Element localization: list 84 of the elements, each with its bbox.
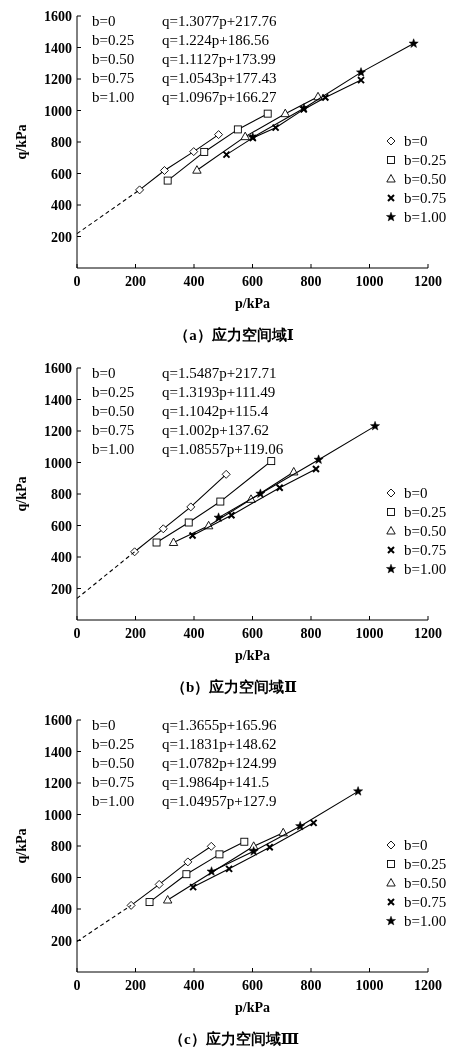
x-tick-label: 0 [73, 626, 81, 641]
y-tick-label: 1400 [44, 744, 72, 760]
legend-label: b=0.75 [404, 190, 447, 206]
legend-label: b=1.00 [404, 561, 447, 577]
x-tick-label: 1200 [414, 274, 442, 289]
y-tick-label: 1400 [44, 392, 72, 408]
legend-label: b=0.50 [404, 875, 447, 891]
y-tick-label: 400 [51, 550, 72, 565]
legend-label: b=1.00 [404, 209, 447, 225]
x-tick-label: 800 [300, 626, 322, 641]
y-tick-label: 600 [51, 518, 72, 534]
y-tick-label: 400 [51, 198, 72, 213]
y-tick-label: 1000 [44, 807, 72, 823]
x-tick-label: 400 [183, 626, 205, 641]
y-tick-label: 600 [51, 166, 72, 182]
legend-label: b=0.50 [404, 171, 447, 187]
y-axis-title: q/kPa [14, 124, 29, 160]
text: b=1.00 q=1.0967p+166.27 [92, 89, 277, 105]
y-tick-label: 1600 [44, 361, 72, 376]
y-tick-label: 1000 [44, 103, 72, 119]
legend-label: b=0 [404, 485, 428, 501]
x-tick-label: 1000 [355, 274, 384, 289]
legend-label: b=0 [404, 837, 428, 853]
x-tick-label: 200 [125, 274, 146, 289]
text: b=0 q=1.3655p+165.96 [92, 717, 277, 733]
y-tick-label: 200 [51, 933, 72, 949]
y-tick-label: 1400 [44, 40, 72, 56]
y-tick-label: 1600 [44, 9, 72, 24]
x-tick-label: 1000 [355, 626, 384, 641]
x-tick-label: 600 [242, 626, 263, 641]
y-axis-title: q/kPa [14, 476, 29, 512]
x-tick-label: 200 [125, 626, 146, 641]
y-tick-label: 800 [51, 487, 72, 502]
y-tick-label: 1600 [44, 713, 72, 728]
legend-label: b=0.75 [404, 542, 447, 558]
text: b=0.50 q=1.1127p+173.99 [92, 51, 276, 67]
x-tick-label: 600 [242, 274, 263, 289]
text: b=0 q=1.5487p+217.71 [92, 365, 277, 381]
x-axis-title: p/kPa [234, 1000, 271, 1015]
y-axis-title: q/kPa [14, 828, 29, 864]
text: （a）应力空间域Ⅰ [174, 326, 294, 343]
x-tick-label: 1200 [414, 626, 442, 641]
legend-label: b=0.50 [404, 523, 447, 539]
text: （b）应力空间域Ⅱ [171, 678, 297, 695]
x-axis-title: p/kPa [234, 648, 271, 663]
x-tick-label: 800 [300, 274, 322, 289]
y-tick-label: 600 [51, 870, 72, 886]
text: b=1.00 q=1.04957p+127.9 [92, 793, 277, 809]
x-tick-label: 600 [242, 978, 263, 993]
text: b=0.25 q=1.1831p+148.62 [92, 736, 277, 752]
text: b=0.50 q=1.1042p+115.4 [92, 403, 269, 419]
legend-label: b=1.00 [404, 913, 447, 929]
y-tick-label: 1200 [44, 776, 72, 791]
x-tick-label: 400 [183, 274, 205, 289]
text: b=0.75 q=1.002p+137.62 [92, 422, 269, 438]
legend-label: b=0.25 [404, 504, 447, 520]
y-tick-label: 1000 [44, 455, 72, 471]
y-tick-label: 200 [51, 581, 72, 597]
y-tick-label: 1200 [44, 424, 72, 439]
legend-label: b=0 [404, 133, 428, 149]
x-axis-title: p/kPa [234, 296, 271, 311]
x-tick-label: 200 [125, 978, 146, 993]
text: （c）应力空间域Ⅲ [169, 1030, 299, 1047]
y-tick-label: 1200 [44, 72, 72, 87]
text: b=0.75 q=1.9864p+141.5 [92, 774, 269, 790]
legend-label: b=0.75 [404, 894, 447, 910]
text: b=0 q=1.3077p+217.76 [92, 13, 277, 29]
text: b=1.00 q=1.08557p+119.06 [92, 441, 284, 457]
text: b=0.25 q=1.3193p+111.49 [92, 384, 276, 400]
x-tick-label: 0 [73, 274, 81, 289]
y-tick-label: 400 [51, 902, 72, 917]
x-tick-label: 800 [300, 978, 322, 993]
y-tick-label: 800 [51, 839, 72, 854]
legend-label: b=0.25 [404, 856, 447, 872]
text: b=0.25 q=1.224p+186.56 [92, 32, 269, 48]
text: b=0.75 q=1.0543p+177.43 [92, 70, 277, 86]
y-tick-label: 800 [51, 135, 72, 150]
x-tick-label: 400 [183, 978, 205, 993]
legend-label: b=0.25 [404, 152, 447, 168]
x-tick-label: 1000 [355, 978, 384, 993]
x-tick-label: 1200 [414, 978, 442, 993]
y-tick-label: 200 [51, 229, 72, 245]
text: b=0.50 q=1.0782p+124.99 [92, 755, 277, 771]
x-tick-label: 0 [73, 978, 81, 993]
